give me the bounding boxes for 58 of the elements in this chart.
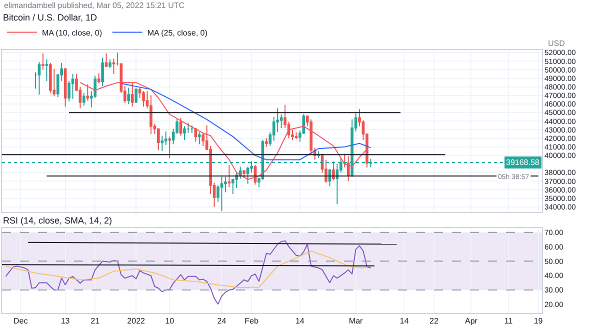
candlestick: [108, 58, 112, 68]
candlestick: [82, 92, 86, 106]
text: elimandambell published, Mar 05, 2022 15:21 UTC: [4, 1, 185, 10]
candlestick: [86, 84, 90, 102]
x-tick-label: 19: [534, 316, 544, 326]
candlestick: [49, 62, 52, 94]
x-tick-label: Dec: [14, 316, 28, 326]
candlestick: [134, 87, 138, 103]
candlestick: [190, 124, 194, 134]
legend-label: MA (25, close, 0): [147, 28, 208, 38]
candlestick: [194, 128, 198, 142]
x-tick-label: Apr: [465, 316, 478, 326]
candlestick: [71, 74, 74, 100]
x-tick-label: Mar: [348, 316, 364, 326]
candlestick: [42, 52, 44, 70]
candlestick: [179, 117, 182, 136]
candlestick: [45, 58, 48, 82]
candlestick: [228, 164, 231, 188]
candlestick: [183, 126, 186, 140]
candlestick: [265, 138, 268, 148]
x-tick-label: 14: [295, 316, 305, 326]
x-tick-label: 2022: [127, 316, 146, 326]
x-tick-label: Feb: [244, 316, 259, 326]
line-series: [5, 240, 372, 305]
chart-title: Bitcoin / U.S. Dollar, 1D: [3, 12, 98, 22]
line-series: [120, 82, 372, 160]
candlestick: [332, 160, 335, 181]
x-tick-label: 11: [504, 316, 514, 326]
candlestick: [346, 156, 350, 182]
chart-title: RSI (14, close, SMA, 14, 2): [3, 215, 112, 226]
candlestick: [130, 82, 134, 108]
candlestick: [142, 90, 145, 108]
text: USD: [548, 39, 566, 48]
candlestick: [160, 135, 164, 152]
x-tick-label: 10: [165, 316, 175, 326]
x-tick-label: 14: [400, 316, 410, 326]
x-tick-label: 22: [430, 316, 439, 326]
line-series: [80, 82, 368, 180]
x-tick-label: 24: [217, 316, 227, 326]
candlestick: [38, 62, 41, 96]
x-tick-label: 13: [60, 316, 70, 326]
candlestick: [64, 68, 67, 108]
ref-line-label: 39168.58: [506, 158, 540, 167]
candlestick: [220, 176, 224, 212]
candlestick: [294, 132, 298, 140]
candlestick: [97, 72, 100, 84]
candlestick: [150, 94, 152, 134]
candlestick: [104, 52, 108, 68]
candlestick: [168, 136, 171, 158]
candlestick: [317, 150, 320, 158]
legend-label: MA (10, close, 0): [42, 28, 102, 38]
line-series: [5, 250, 372, 288]
x-tick-label: 21: [90, 316, 100, 326]
candlestick: [310, 118, 313, 156]
candlestick: [101, 57, 104, 86]
candlestick: [127, 87, 130, 104]
candlestick: [242, 170, 246, 178]
candlestick: [198, 132, 201, 145]
